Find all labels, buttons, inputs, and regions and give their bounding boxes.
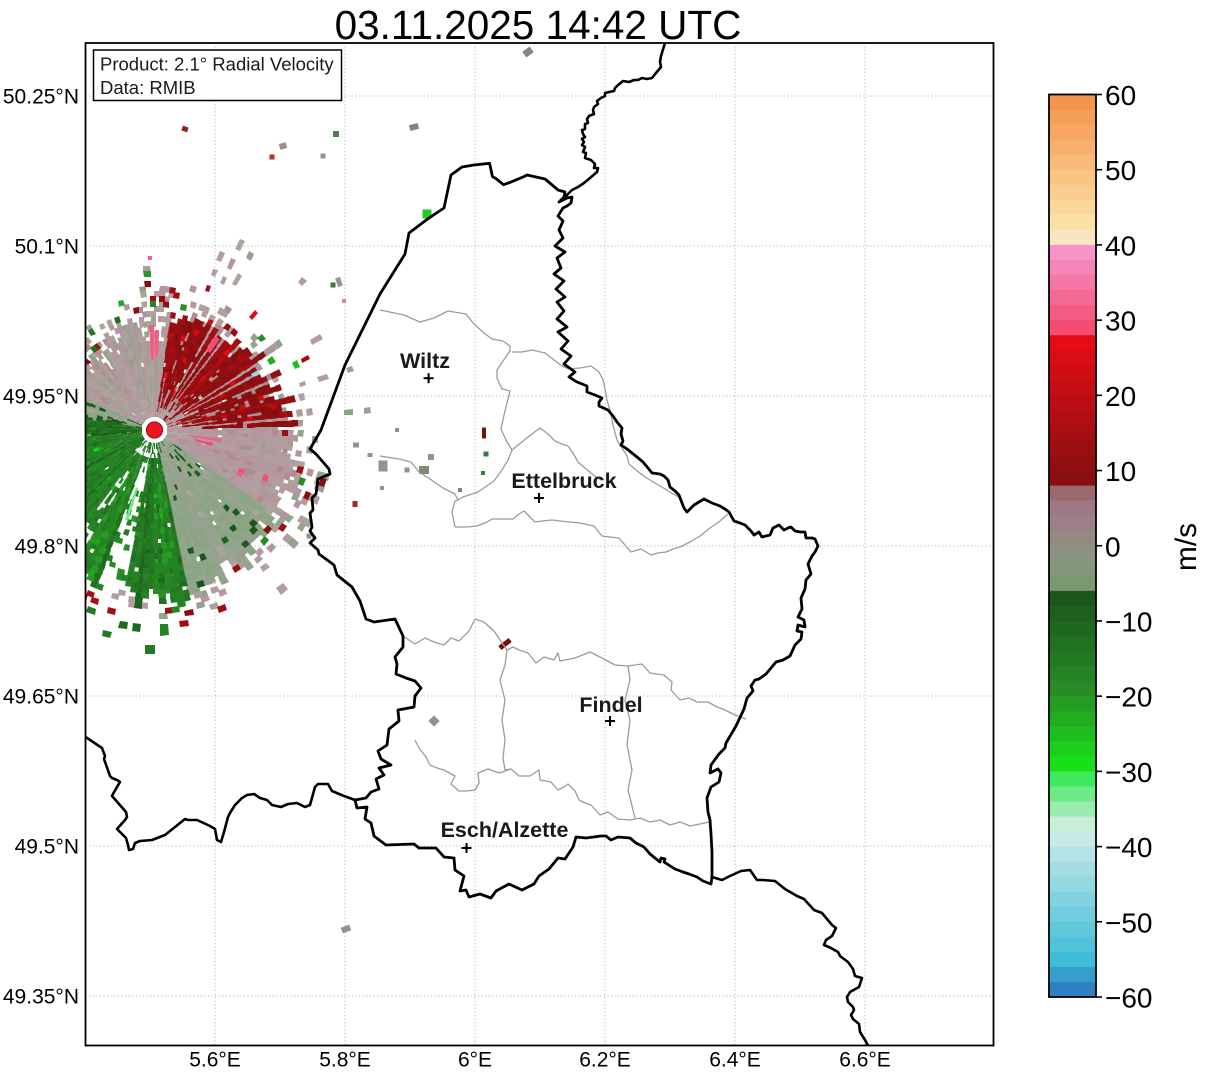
- svg-text:6.4°E: 6.4°E: [709, 1049, 761, 1072]
- svg-text:Ettelbruck: Ettelbruck: [511, 469, 616, 493]
- svg-text:20: 20: [1105, 381, 1136, 412]
- svg-text:49.5°N: 49.5°N: [15, 836, 79, 859]
- svg-text:Esch/Alzette: Esch/Alzette: [441, 818, 569, 842]
- svg-text:50.1°N: 50.1°N: [15, 236, 79, 259]
- svg-text:50.25°N: 50.25°N: [3, 86, 79, 109]
- svg-text:40: 40: [1105, 230, 1136, 261]
- svg-text:50: 50: [1105, 155, 1136, 186]
- svg-text:49.95°N: 49.95°N: [3, 386, 79, 409]
- svg-text:49.35°N: 49.35°N: [3, 986, 79, 1009]
- svg-text:49.65°N: 49.65°N: [3, 686, 79, 709]
- svg-text:6°E: 6°E: [458, 1049, 492, 1072]
- svg-text:−50: −50: [1105, 907, 1153, 938]
- svg-text:−10: −10: [1105, 607, 1153, 638]
- svg-text:30: 30: [1105, 306, 1136, 337]
- svg-text:6.2°E: 6.2°E: [579, 1049, 631, 1072]
- svg-text:Findel: Findel: [579, 693, 642, 717]
- svg-text:6.6°E: 6.6°E: [839, 1049, 891, 1072]
- svg-text:03.11.2025 14:42 UTC: 03.11.2025 14:42 UTC: [335, 2, 742, 48]
- svg-text:Data: RMIB: Data: RMIB: [100, 77, 196, 98]
- svg-text:10: 10: [1105, 456, 1136, 487]
- svg-text:−40: −40: [1105, 832, 1153, 863]
- svg-text:m/s: m/s: [1170, 523, 1203, 571]
- svg-text:−60: −60: [1105, 983, 1153, 1014]
- svg-text:Product: 2.1° Radial Velocity: Product: 2.1° Radial Velocity: [100, 54, 334, 75]
- svg-text:5.6°E: 5.6°E: [189, 1049, 241, 1072]
- svg-text:49.8°N: 49.8°N: [15, 536, 79, 559]
- svg-text:−20: −20: [1105, 682, 1153, 713]
- svg-text:Wiltz: Wiltz: [400, 349, 450, 373]
- svg-text:60: 60: [1105, 80, 1136, 111]
- svg-text:0: 0: [1105, 531, 1121, 562]
- svg-text:5.8°E: 5.8°E: [319, 1049, 371, 1072]
- svg-text:−30: −30: [1105, 757, 1153, 788]
